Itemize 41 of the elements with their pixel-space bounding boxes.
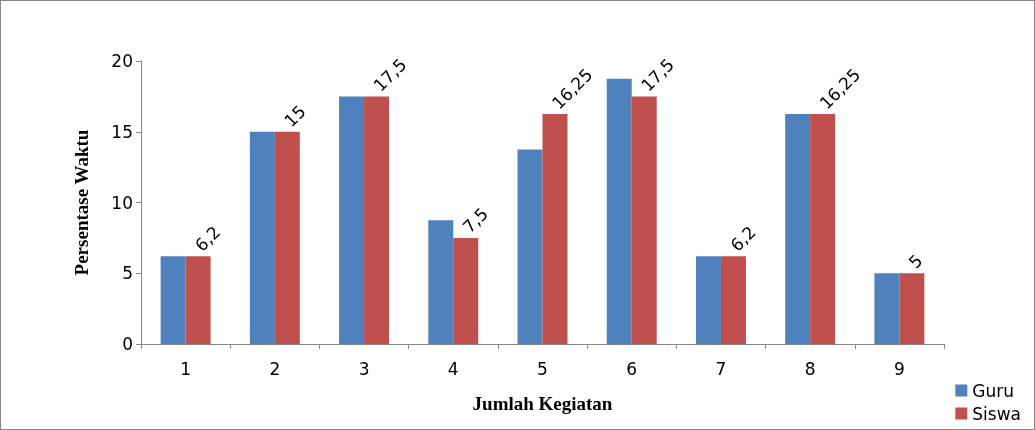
bar xyxy=(695,256,721,344)
x-tick-label: 4 xyxy=(447,358,459,379)
bar xyxy=(249,131,275,344)
x-tick-label: 7 xyxy=(715,358,727,379)
bar xyxy=(274,131,300,344)
legend-label: Guru xyxy=(972,380,1015,401)
y-tick-label: 5 xyxy=(122,263,133,284)
x-tick-label: 9 xyxy=(893,358,905,379)
bar xyxy=(339,96,365,344)
x-tick-label: 1 xyxy=(180,358,192,379)
bar xyxy=(428,220,454,344)
y-axis-title: Persentase Waktu xyxy=(71,129,92,276)
bar xyxy=(542,114,568,344)
bar xyxy=(606,78,632,344)
x-tick-label: 8 xyxy=(804,358,816,379)
bar xyxy=(631,96,657,344)
y-tick-label: 15 xyxy=(111,121,133,142)
x-tick-label: 5 xyxy=(537,358,548,379)
x-tick-label: 6 xyxy=(626,358,638,379)
y-tick-label: 0 xyxy=(122,334,133,354)
bar xyxy=(453,237,479,344)
data-label: 6,2 xyxy=(191,222,225,256)
bar xyxy=(785,114,811,344)
bar xyxy=(160,256,186,344)
bar xyxy=(874,273,900,344)
data-label: 6,2 xyxy=(726,222,760,256)
y-tick-label: 10 xyxy=(111,192,133,213)
data-label: 5 xyxy=(904,250,927,273)
y-tick-label: 20 xyxy=(111,51,133,71)
bar xyxy=(899,273,925,344)
bar xyxy=(720,256,746,344)
bar xyxy=(517,149,543,344)
x-axis-title: Jumlah Kegiatan xyxy=(472,393,613,414)
x-tick-label: 2 xyxy=(269,358,281,379)
x-tick-label: 3 xyxy=(358,358,370,379)
data-label: 7,5 xyxy=(458,203,492,237)
data-label: 15 xyxy=(280,101,310,131)
bar xyxy=(810,114,836,344)
legend-label: Siswa xyxy=(972,403,1022,424)
bar xyxy=(185,256,211,344)
bar xyxy=(364,96,390,344)
